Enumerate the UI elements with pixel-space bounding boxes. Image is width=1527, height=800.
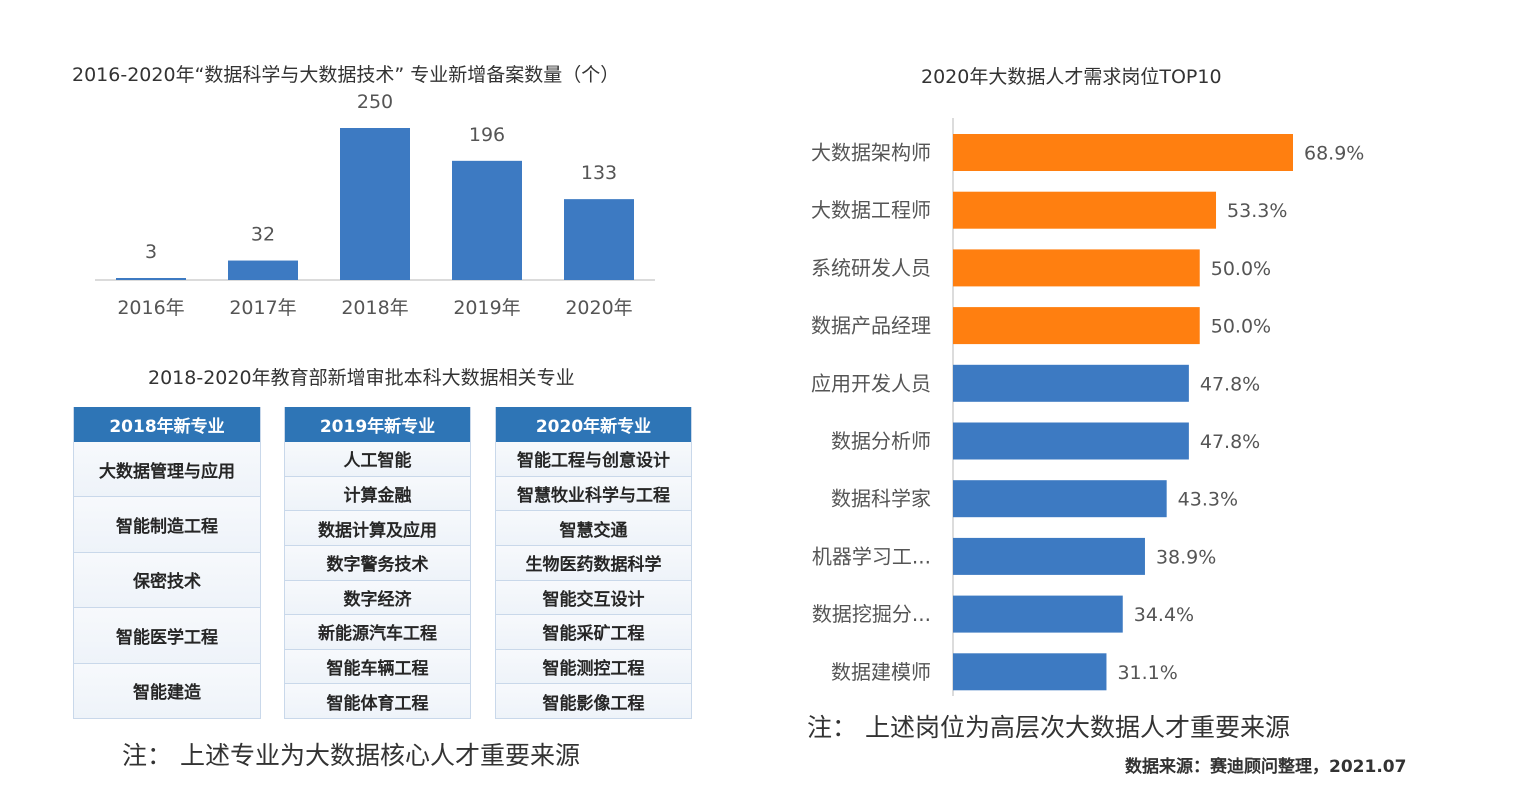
y-tick-label: 数据建模师 [831,660,931,684]
data-source: 数据来源：赛迪顾问整理，2021.07 [1125,757,1407,777]
majors-column-2018: 2018年新专业 大数据管理与应用 智能制造工程 保密技术 智能医学工程 智能建造 [73,407,261,719]
bar [228,260,298,280]
y-tick-label: 大数据架构师 [811,141,931,165]
major-cell: 数据计算及应用 [285,511,470,546]
majors-column-header: 2018年新专业 [74,407,260,442]
majors-column-header: 2020年新专业 [496,407,691,442]
major-cell: 智能建造 [74,663,260,719]
majors-table-title: 2018-2020年教育部新增审批本科大数据相关专业 [148,367,575,389]
y-tick-label: 数据挖掘分... [812,602,931,626]
data-label: 32 [251,224,275,246]
data-label: 47.8% [1200,431,1260,453]
major-cell: 数字经济 [285,580,470,616]
data-label: 133 [581,162,617,184]
data-label: 250 [357,91,393,113]
major-cell: 生物医药数据科学 [496,545,691,581]
data-label: 3 [145,241,157,263]
data-label: 50.0% [1211,258,1271,280]
x-tick-label: 2016年 [117,297,184,319]
data-label: 43.3% [1178,489,1238,511]
left-chart-title: 2016-2020年“数据科学与大数据技术” 专业新增备案数量（个） [72,64,620,86]
major-cell: 智能车辆工程 [285,649,470,685]
bar [953,191,1217,229]
data-label: 31.1% [1117,662,1177,684]
major-cell: 新能源汽车工程 [285,615,470,650]
y-tick-label: 应用开发人员 [811,371,931,395]
bar [340,128,410,280]
major-cell: 智能医学工程 [74,608,260,664]
major-cell: 智能采矿工程 [496,615,691,650]
major-cell: 智能体育工程 [285,684,470,719]
data-label: 196 [469,124,505,146]
data-label: 50.0% [1211,316,1271,338]
major-cell: 智能制造工程 [74,497,260,553]
right-footnote: 注： 上述岗位为高层次大数据人才重要来源 [807,713,1290,742]
x-tick-label: 2017年 [229,297,296,319]
major-cell: 智慧交通 [496,511,691,546]
bar [953,422,1189,460]
data-label: 34.4% [1134,604,1194,626]
data-label: 68.9% [1304,143,1364,165]
major-cell: 智能工程与创意设计 [496,442,691,477]
major-cell: 大数据管理与应用 [74,442,260,498]
major-cell: 保密技术 [74,552,260,609]
bar [452,160,522,280]
major-cell: 计算金融 [285,476,470,512]
right-chart-title: 2020年大数据人才需求岗位TOP10 [921,66,1222,88]
y-tick-label: 系统研发人员 [811,256,931,280]
left-bar-chart: 3 2016年 32 2017年 250 2018年 196 2019年 133 2020年 [95,91,655,319]
bar [564,199,634,280]
y-tick-label: 大数据工程师 [811,198,931,222]
bar [953,307,1200,345]
y-tick-label: 数据产品经理 [811,314,931,338]
bar [953,480,1167,518]
major-cell: 智能影像工程 [496,684,691,719]
bar [953,595,1123,633]
bar [953,134,1293,171]
y-tick-label: 机器学习工... [812,544,931,568]
bar [116,278,186,280]
x-tick-label: 2019年 [453,297,520,319]
major-cell: 智能测控工程 [496,649,691,685]
left-footnote: 注： 上述专业为大数据核心人才重要来源 [122,741,580,770]
data-label: 47.8% [1200,373,1260,395]
data-label: 53.3% [1227,200,1287,222]
bar [953,249,1200,287]
major-cell: 智慧牧业科学与工程 [496,476,691,512]
bar [953,537,1145,575]
majors-column-2020: 2020年新专业 智能工程与创意设计 智慧牧业科学与工程 智慧交通 生物医药数据科学智… [495,407,692,719]
major-cell: 智能交互设计 [496,580,691,616]
x-tick-label: 2018年 [341,297,408,319]
data-label: 38.9% [1156,546,1216,568]
bar [953,364,1189,402]
major-cell: 数字警务技术 [285,545,470,581]
y-tick-label: 数据分析师 [831,429,931,453]
bar [953,653,1107,691]
majors-column-2019: 2019年新专业 人工智能 计算金融 数据计算及应用 数字警务技术 数字经济 新能源汽车工… [284,407,471,719]
major-cell: 人工智能 [285,442,470,477]
majors-column-header: 2019年新专业 [285,407,470,442]
x-tick-label: 2020年 [565,297,632,319]
right-bar-chart: 大数据架构师 68.9% 大数据工程师 53.3% 系统研发人员 50.0% 数据产品经理 5… [811,118,1364,696]
y-tick-label: 数据科学家 [831,487,931,511]
